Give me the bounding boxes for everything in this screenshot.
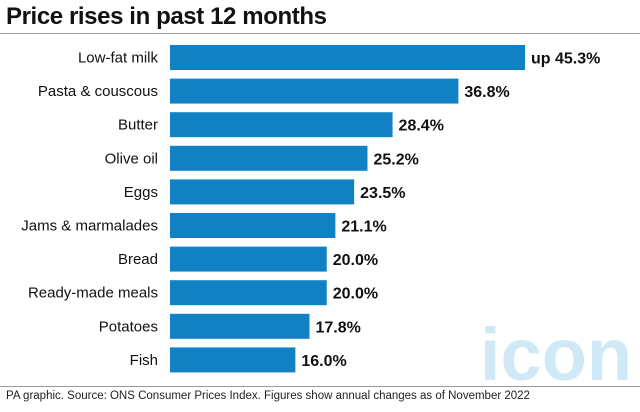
- top-divider: [0, 33, 640, 34]
- bottom-divider: [0, 386, 640, 387]
- category-label-low-fat-milk: Low-fat milk: [78, 50, 159, 67]
- category-label-bread: Bread: [118, 251, 158, 268]
- category-label-ready-made-meals: Ready-made meals: [28, 285, 158, 302]
- value-label-eggs: 23.5%: [360, 185, 405, 202]
- value-label-low-fat-milk: up 45.3%: [531, 51, 600, 68]
- category-label-butter: Butter: [118, 117, 158, 134]
- category-label-fish: Fish: [130, 352, 158, 369]
- value-label-fish: 16.0%: [301, 353, 346, 370]
- value-label-jams-marmalades: 21.1%: [341, 219, 386, 236]
- category-label-pasta-couscous: Pasta & couscous: [38, 83, 158, 100]
- bar-olive-oil: [170, 145, 368, 171]
- source-note: PA graphic. Source: ONS Consumer Prices …: [6, 390, 530, 402]
- bar-potatoes: [170, 313, 310, 339]
- bar-ready-made-meals: [170, 280, 327, 306]
- bar-jams-marmalades: [170, 213, 336, 238]
- iconic-watermark: iconic: [478, 304, 640, 396]
- category-label-olive-oil: Olive oil: [105, 150, 158, 167]
- watermark-text: iconic: [480, 313, 634, 388]
- category-label-jams-marmalades: Jams & marmalades: [21, 218, 158, 235]
- bar-chart: Low-fat milk up 45.3% Pasta & couscous 36.8…: [21, 45, 600, 373]
- value-label-pasta-couscous: 36.8%: [464, 84, 509, 101]
- bar-low-fat-milk: [170, 45, 525, 70]
- chart-title: Price rises in past 12 months: [6, 3, 327, 30]
- value-label-olive-oil: 25.2%: [373, 151, 418, 168]
- category-label-eggs: Eggs: [124, 184, 158, 201]
- bar-bread: [170, 246, 327, 272]
- value-label-ready-made-meals: 20.0%: [333, 286, 378, 303]
- value-label-bread: 20.0%: [333, 252, 378, 269]
- value-label-potatoes: 17.8%: [315, 319, 360, 336]
- category-label-potatoes: Potatoes: [99, 318, 158, 335]
- bar-butter: [170, 112, 393, 138]
- bar-pasta-couscous: [170, 78, 459, 104]
- bar-eggs: [170, 179, 355, 205]
- value-label-butter: 28.4%: [399, 118, 444, 135]
- bar-fish: [170, 347, 296, 373]
